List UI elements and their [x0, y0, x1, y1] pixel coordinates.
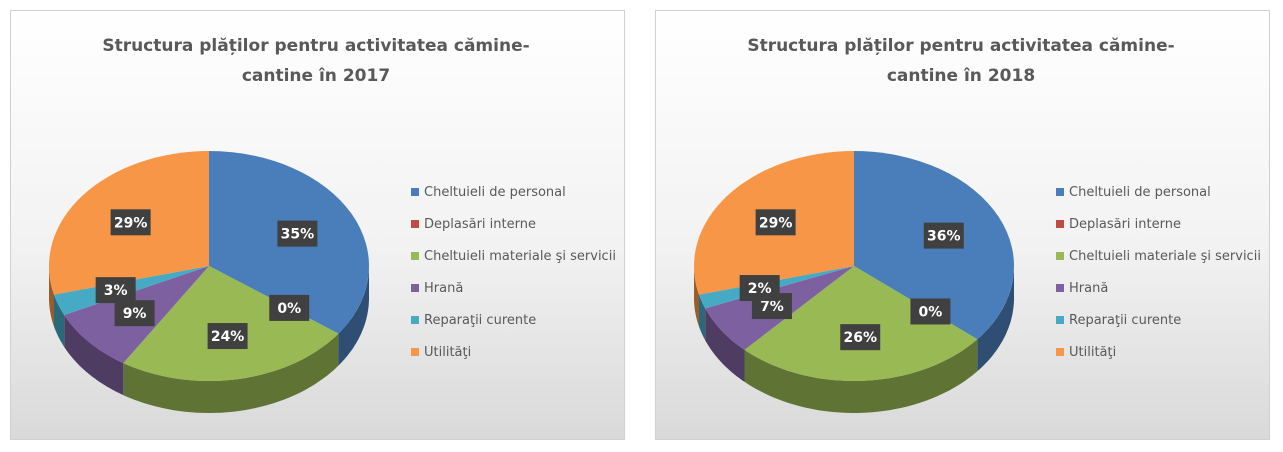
legend-swatch: [1056, 252, 1064, 260]
legend-label: Hrană: [424, 280, 464, 296]
legend-swatch: [411, 316, 419, 324]
data-label-box: [277, 220, 318, 247]
data-label: 35%: [281, 227, 315, 243]
data-label-box: [910, 298, 951, 325]
legend-label: Cheltuieli materiale şi servicii: [1069, 248, 1261, 264]
data-label-box: [923, 222, 964, 249]
legend-swatch: [1056, 188, 1064, 196]
data-label: 29%: [759, 215, 793, 231]
legend-swatch: [1056, 316, 1064, 324]
pie-slice: [744, 266, 978, 382]
legend-item: Hrană: [411, 272, 616, 304]
legend-item: Utilităţi: [411, 336, 616, 368]
legend-swatch: [1056, 220, 1064, 228]
pie-side: [49, 266, 54, 327]
pie-side: [123, 333, 339, 413]
legend-item: Reparaţii curente: [1056, 304, 1261, 336]
pie-side: [744, 339, 978, 413]
legend-label: Utilităţi: [424, 344, 472, 360]
legend-item: Cheltuieli de personal: [1056, 176, 1261, 208]
legend-swatch: [1056, 284, 1064, 292]
data-label: 0%: [277, 301, 301, 317]
pie-side: [54, 294, 65, 347]
pie-chart: 36% 0% 26% 7% 2% 29%: [694, 151, 1014, 413]
data-label: 9%: [123, 306, 147, 322]
data-label-box: [269, 294, 310, 321]
data-label-box: [840, 324, 881, 351]
data-label: 36%: [927, 229, 961, 245]
legend-item: Deplasări interne: [1056, 208, 1261, 240]
legend-label: Deplasări interne: [1069, 216, 1181, 232]
legend-swatch: [411, 348, 419, 356]
legend-item: Utilităţi: [1056, 336, 1261, 368]
legend-item: Reparaţii curente: [411, 304, 616, 336]
data-label-box: [755, 209, 796, 236]
data-label-box: [739, 275, 780, 302]
legend: Cheltuieli de personal Deplasări interne C…: [1056, 176, 1261, 368]
pie-side: [977, 266, 1014, 372]
legend-label: Cheltuieli materiale şi servicii: [424, 248, 616, 264]
legend-label: Reparaţii curente: [424, 312, 537, 328]
legend-item: Cheltuieli materiale şi servicii: [1056, 240, 1261, 272]
legend-item: Deplasări interne: [411, 208, 616, 240]
legend: Cheltuieli de personal Deplasări interne C…: [411, 176, 616, 368]
data-label-box: [95, 277, 136, 304]
pie-side: [694, 266, 699, 327]
chart-panel: 36% 0% 26% 7% 2% 29% Structura plăților pentru…: [655, 10, 1270, 440]
data-label-box: [207, 323, 248, 350]
data-label-box: [110, 209, 151, 236]
pie-side: [699, 294, 706, 341]
legend-label: Reparaţii curente: [1069, 312, 1182, 328]
legend-label: Cheltuieli de personal: [1069, 184, 1211, 200]
legend-label: Cheltuieli de personal: [424, 184, 566, 200]
legend-item: Cheltuieli materiale şi servicii: [411, 240, 616, 272]
legend-swatch: [411, 284, 419, 292]
legend-label: Utilităţi: [1069, 344, 1117, 360]
data-label: 24%: [211, 329, 245, 345]
legend-swatch: [411, 220, 419, 228]
pie-side: [705, 308, 745, 382]
data-label: 3%: [104, 283, 128, 299]
chart-title: Structura plăților pentru activitatea că…: [102, 36, 530, 86]
chart-panel: 35% 0% 24% 9% 3% 29% Structura plăților pentru…: [10, 10, 625, 440]
legend-swatch: [411, 252, 419, 260]
legend-label: Hrană: [1069, 280, 1109, 296]
data-label: 2%: [748, 281, 772, 297]
legend-item: Cheltuieli de personal: [411, 176, 616, 208]
data-label: 7%: [760, 299, 784, 315]
legend-item: Hrană: [1056, 272, 1261, 304]
pie-side: [64, 315, 124, 396]
data-label: 0%: [919, 304, 943, 320]
chart-title: Structura plăților pentru activitatea că…: [747, 36, 1175, 86]
data-label: 26%: [843, 330, 877, 346]
pie-chart: 35% 0% 24% 9% 3% 29%: [49, 151, 369, 413]
legend-swatch: [411, 188, 419, 196]
data-label: 29%: [114, 215, 148, 231]
pie-side: [338, 266, 369, 366]
legend-label: Deplasări interne: [424, 216, 536, 232]
legend-swatch: [1056, 348, 1064, 356]
data-label-box: [114, 300, 155, 327]
